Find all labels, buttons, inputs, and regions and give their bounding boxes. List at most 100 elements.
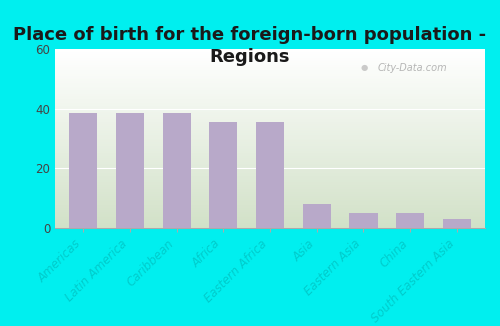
- Bar: [55, 140, 485, 142]
- Bar: [55, 81, 485, 83]
- Bar: [55, 196, 485, 198]
- Bar: [55, 207, 485, 209]
- Bar: [55, 176, 485, 178]
- Bar: [55, 78, 485, 80]
- Bar: [55, 67, 485, 68]
- Bar: [55, 63, 485, 65]
- Bar: [55, 74, 485, 76]
- Bar: [55, 189, 485, 190]
- Bar: [69, 113, 97, 228]
- Bar: [55, 58, 485, 60]
- Bar: [55, 61, 485, 63]
- Bar: [55, 99, 485, 101]
- Bar: [55, 51, 485, 52]
- Bar: [55, 126, 485, 128]
- Bar: [55, 156, 485, 158]
- Bar: [55, 86, 485, 88]
- Bar: [55, 153, 485, 155]
- Bar: [55, 119, 485, 121]
- Bar: [55, 60, 485, 61]
- Bar: [55, 54, 485, 56]
- Bar: [55, 80, 485, 81]
- Bar: [55, 160, 485, 162]
- Bar: [55, 210, 485, 212]
- Bar: [55, 103, 485, 104]
- Bar: [55, 137, 485, 139]
- Bar: [55, 123, 485, 124]
- Bar: [55, 205, 485, 207]
- Bar: [55, 88, 485, 90]
- Bar: [55, 90, 485, 92]
- Bar: [55, 144, 485, 146]
- Bar: [55, 226, 485, 228]
- Bar: [55, 192, 485, 194]
- Bar: [396, 213, 424, 228]
- Bar: [55, 198, 485, 200]
- Bar: [55, 216, 485, 217]
- Bar: [55, 203, 485, 205]
- Bar: [55, 142, 485, 144]
- Text: Place of birth for the foreign-born population -
Regions: Place of birth for the foreign-born popu…: [14, 26, 486, 66]
- Bar: [55, 96, 485, 97]
- Bar: [55, 149, 485, 151]
- Bar: [55, 146, 485, 147]
- Bar: [55, 106, 485, 108]
- Bar: [55, 113, 485, 115]
- Bar: [55, 147, 485, 149]
- Bar: [256, 122, 284, 228]
- Bar: [116, 113, 144, 228]
- Bar: [55, 83, 485, 85]
- Bar: [209, 122, 238, 228]
- Bar: [302, 204, 331, 228]
- Bar: [55, 151, 485, 153]
- Bar: [55, 135, 485, 137]
- Bar: [443, 219, 471, 228]
- Bar: [55, 129, 485, 131]
- Bar: [55, 94, 485, 96]
- Bar: [55, 185, 485, 187]
- Bar: [55, 180, 485, 182]
- Bar: [55, 72, 485, 74]
- Bar: [55, 133, 485, 135]
- Bar: [55, 70, 485, 72]
- Bar: [55, 110, 485, 111]
- Bar: [55, 173, 485, 174]
- Bar: [350, 213, 378, 228]
- Text: City-Data.com: City-Data.com: [378, 63, 447, 73]
- Bar: [55, 219, 485, 221]
- Bar: [55, 155, 485, 156]
- Bar: [55, 209, 485, 210]
- Bar: [55, 167, 485, 169]
- Bar: [55, 85, 485, 86]
- Bar: [55, 52, 485, 54]
- Bar: [55, 49, 485, 51]
- Bar: [55, 105, 485, 106]
- Bar: [55, 162, 485, 164]
- Bar: [55, 101, 485, 103]
- Bar: [55, 221, 485, 223]
- Bar: [55, 200, 485, 201]
- Bar: [55, 187, 485, 189]
- Bar: [55, 108, 485, 110]
- Bar: [55, 68, 485, 70]
- Bar: [55, 183, 485, 185]
- Bar: [55, 190, 485, 192]
- Bar: [55, 76, 485, 78]
- Bar: [55, 182, 485, 183]
- Text: ●: ●: [360, 63, 368, 72]
- Bar: [55, 164, 485, 165]
- Bar: [55, 65, 485, 67]
- Bar: [55, 92, 485, 94]
- Bar: [55, 56, 485, 58]
- Bar: [55, 201, 485, 203]
- Bar: [55, 223, 485, 225]
- Bar: [55, 131, 485, 133]
- Bar: [55, 212, 485, 214]
- Bar: [55, 178, 485, 180]
- Bar: [55, 169, 485, 171]
- Bar: [55, 171, 485, 173]
- Bar: [55, 128, 485, 129]
- Bar: [55, 111, 485, 113]
- Bar: [55, 194, 485, 196]
- Bar: [55, 165, 485, 167]
